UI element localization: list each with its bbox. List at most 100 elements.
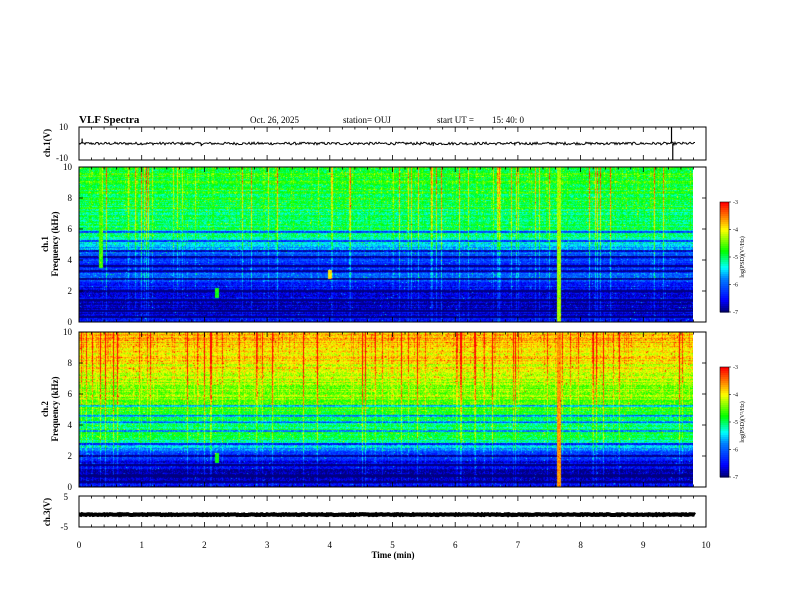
colorbar-swatch: [720, 419, 729, 422]
colorbar-swatch: [720, 260, 729, 263]
ch2-spectrogram-panel: ch.2 Frequency (kHz) 0 2 4 6 8 10 -3 -4 -5 -6 -7 l…: [40, 327, 746, 492]
ch3-ylabel: ch.3(V): [42, 498, 52, 526]
ch1-ylabel: ch.1(V): [42, 129, 52, 157]
header-start-label: start UT =: [437, 115, 474, 125]
colorbar-swatch: [720, 242, 729, 245]
colorbar-swatch: [720, 391, 729, 394]
colorbar-swatch: [720, 425, 729, 428]
colorbar-swatch: [720, 471, 729, 474]
colorbar-swatch: [720, 389, 729, 392]
colorbar-swatch: [720, 409, 729, 412]
colorbar-swatch: [720, 208, 729, 211]
colorbar-swatch: [720, 421, 729, 424]
colorbar-swatch: [720, 381, 729, 384]
colorbar-swatch: [720, 222, 729, 225]
colorbar-swatch: [720, 282, 729, 285]
spec-ytick-label: 8: [68, 193, 73, 203]
colorbar-swatch: [720, 296, 729, 299]
colorbar-tick-label: -6: [733, 448, 738, 454]
ch2-spec-ylabel-channel: ch.2: [40, 401, 50, 417]
colorbar-swatch: [720, 371, 729, 374]
ch2-spectrogram-heatmap: [79, 332, 693, 487]
colorbar-swatch: [720, 457, 729, 460]
colorbar-label: log(PSD)(V²/Hz): [739, 401, 746, 442]
colorbar-swatch: [720, 230, 729, 233]
colorbar-swatch: [720, 373, 729, 376]
panel-frames: [78, 126, 707, 528]
spec-ytick-label: 4: [68, 255, 73, 265]
colorbar-swatch: [720, 469, 729, 472]
colorbar-swatch: [720, 270, 729, 273]
spec-ytick-label: 4: [68, 420, 73, 430]
colorbar-swatch: [720, 202, 729, 205]
ch3-ytick-bottom: -5: [61, 522, 69, 532]
colorbar-swatch: [720, 433, 729, 436]
colorbar-tick-label: -4: [733, 393, 738, 399]
colorbar-swatch: [720, 437, 729, 440]
header-start-time: 15: 40: 0: [492, 115, 525, 125]
colorbar-tick-label: -5: [733, 255, 738, 261]
colorbar-swatch: [720, 459, 729, 462]
spec-ytick-label: 0: [68, 482, 73, 492]
ch1-spectrogram-yticks: 0 2 4 6 8 10: [63, 162, 706, 327]
colorbar-swatch: [720, 212, 729, 215]
ch3-waveform-panel: 5 -5 ch.3(V): [42, 492, 696, 532]
ch1-spectrogram-heatmap: [79, 167, 693, 322]
x-tick-label: 4: [328, 540, 333, 550]
colorbar-swatch: [720, 379, 729, 382]
colorbar-swatch: [720, 246, 729, 249]
x-tick-label: 2: [202, 540, 207, 550]
colorbar-swatch: [720, 453, 729, 456]
colorbar-swatch: [720, 244, 729, 247]
colorbar-swatch: [720, 276, 729, 279]
colorbar-swatch: [720, 369, 729, 372]
ch2-spec-ylabel-freq: Frequency (kHz): [50, 376, 60, 441]
colorbar-swatch: [720, 306, 729, 309]
x-tick-label: 9: [641, 540, 646, 550]
colorbar-tick-label: -7: [733, 310, 738, 316]
spec-ytick-label: 10: [63, 162, 73, 172]
x-tick-label: 0: [77, 540, 82, 550]
colorbar-swatch: [720, 204, 729, 207]
colorbar-tick-label: -6: [733, 283, 738, 289]
ch1-waveform-line: [78, 141, 696, 147]
colorbar-swatch: [720, 447, 729, 450]
x-tick-label: 6: [453, 540, 458, 550]
ch3-waveform-line: [78, 511, 696, 518]
ch1-spec-ylabel-channel: ch.1: [40, 236, 50, 252]
colorbar-swatch: [720, 214, 729, 217]
colorbar-swatch: [720, 465, 729, 468]
colorbar-swatch: [720, 226, 729, 229]
colorbar-swatch: [720, 385, 729, 388]
colorbar-swatch: [720, 429, 729, 432]
colorbar-swatch: [720, 407, 729, 410]
colorbar-swatch: [720, 264, 729, 267]
colorbar-swatch: [720, 286, 729, 289]
colorbar-swatch: [720, 445, 729, 448]
colorbar-swatch: [720, 401, 729, 404]
colorbar-swatch: [720, 451, 729, 454]
colorbar-swatch: [720, 278, 729, 281]
colorbar-tick-label: -7: [733, 475, 738, 481]
colorbar-swatch: [720, 399, 729, 402]
colorbar-swatch: [720, 455, 729, 458]
colorbar-tick-label: -3: [733, 365, 738, 371]
colorbar-swatch: [720, 248, 729, 251]
ch1-waveform-spikes: [81, 127, 674, 160]
ch1-ytick-bottom: -10: [56, 153, 68, 163]
colorbar-swatch: [720, 292, 729, 295]
colorbar-swatch: [720, 475, 729, 478]
colorbar-swatch: [720, 441, 729, 444]
colorbar-swatch: [720, 367, 729, 370]
spec-ytick-label: 10: [63, 327, 73, 337]
ch2-colorbar: -3 -4 -5 -6 -7 log(PSD)(V²/Hz): [719, 365, 746, 481]
colorbar-label: log(PSD)(V²/Hz): [739, 236, 746, 277]
colorbar-swatch: [720, 274, 729, 277]
colorbar-swatch: [720, 413, 729, 416]
x-tick-label: 1: [139, 540, 144, 550]
colorbar-swatch: [720, 405, 729, 408]
x-axis-ticks: 0 1 2 3 4 5 6 7 8 9 10: [77, 540, 711, 550]
colorbar-swatch: [720, 473, 729, 476]
colorbar-swatch: [720, 417, 729, 420]
